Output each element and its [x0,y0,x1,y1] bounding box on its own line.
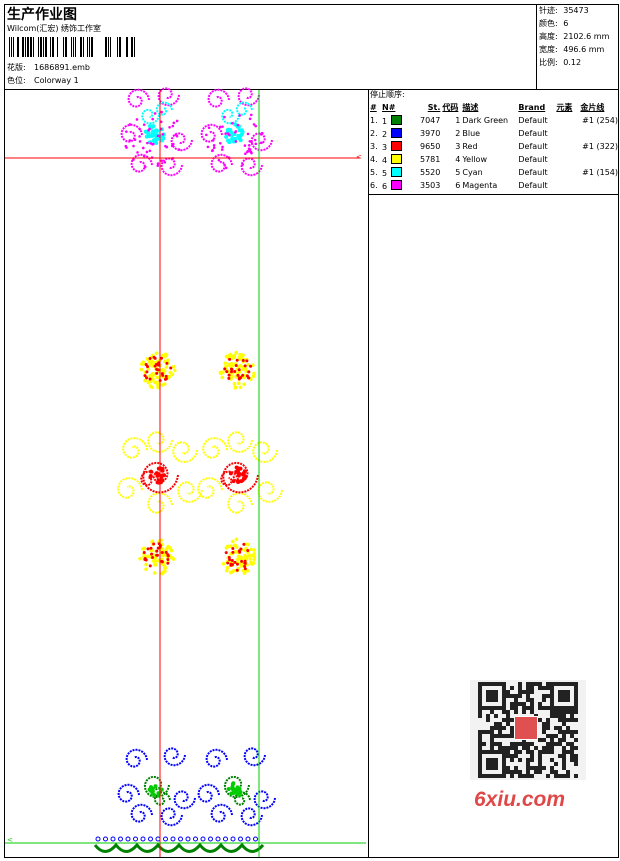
color-swatch [391,154,402,164]
col-header: 金片线 [579,101,619,114]
stop-sequence-table: # N# St. 代码 描述 Brand 元素 金片线 1. 1 7047 1 Dark… [369,101,619,192]
table-header-row: # N# St. 代码 描述 Brand 元素 金片线 [369,101,619,114]
row-code: 3 [441,140,461,153]
row-seq [579,153,619,166]
row-desc: Yellow [461,153,517,166]
row-stitches: 5781 [419,153,441,166]
col-header: 代码 [441,101,461,114]
stat-label: 宽度: [539,45,558,54]
row-num: 2. [369,127,381,140]
row-brand: Default [517,140,555,153]
row-elem [555,179,579,192]
row-brand: Default [517,127,555,140]
row-stitches: 7047 [419,114,441,127]
row-seq: #1 (154) [579,166,619,179]
stat-value: 6 [563,19,568,28]
row-code: 4 [441,153,461,166]
row-n: 4 [381,153,419,166]
color-swatch [391,128,402,138]
row-code: 5 [441,166,461,179]
col-header: # [369,101,381,114]
stat-label: 针迹: [539,6,558,15]
stat-label: 颜色: [539,19,558,28]
row-stitches: 5520 [419,166,441,179]
row-desc: Dark Green [461,114,517,127]
end-marker-icon: < [7,836,13,844]
row-brand: Default [517,166,555,179]
row-elem [555,153,579,166]
row-code: 6 [441,179,461,192]
row-n-label: 6 [382,182,387,191]
table-row: 2. 2 3970 2 Blue Default [369,127,619,140]
row-seq: #1 (254) [579,114,619,127]
stats-list: 针迹: 35473 颜色: 6 高度: 2102.6 mm 宽度: 496.6 … [539,6,609,71]
row-n: 5 [381,166,419,179]
col-header: N# [381,101,419,114]
table-row: 3. 3 9650 3 Red Default #1 (322) [369,140,619,153]
row-brand: Default [517,153,555,166]
row-code: 1 [441,114,461,127]
row-desc: Red [461,140,517,153]
color-swatch [391,180,402,190]
seal-stamp-icon [514,716,538,740]
row-n: 2 [381,127,419,140]
row-num: 6. [369,179,381,192]
row-stitches: 9650 [419,140,441,153]
row-num: 5. [369,166,381,179]
stat-row: 颜色: 6 [539,19,609,32]
qr-code-watermark [470,680,586,780]
stat-label: 高度: [539,32,558,41]
row-elem [555,114,579,127]
row-num: 1. [369,114,381,127]
row-n-label: 1 [382,117,387,126]
row-elem [555,127,579,140]
row-seq [579,127,619,140]
col-header: St. [419,101,441,114]
row-seq: #1 (322) [579,140,619,153]
row-n-label: 2 [382,130,387,139]
color-swatch [391,167,402,177]
color-swatch [391,115,402,125]
col-header: 描述 [461,101,517,114]
stat-row: 高度: 2102.6 mm [539,32,609,45]
stat-row: 比例: 0.12 [539,58,609,71]
stat-label: 比例: [539,58,558,67]
stat-value: 0.12 [563,58,581,67]
row-brand: Default [517,179,555,192]
row-desc: Cyan [461,166,517,179]
row-num: 4. [369,153,381,166]
table-row: 5. 5 5520 5 Cyan Default #1 (154) [369,166,619,179]
table-row: 1. 1 7047 1 Dark Green Default #1 (254) [369,114,619,127]
col-header: Brand [517,101,555,114]
stat-row: 宽度: 496.6 mm [539,45,609,58]
table-row: 6. 6 3503 6 Magenta Default [369,179,619,192]
embroidery-preview: < < [0,0,370,861]
row-desc: Magenta [461,179,517,192]
row-elem [555,140,579,153]
stat-row: 针迹: 35473 [539,6,609,19]
watermark-logo: 6xiu.com [474,788,565,812]
row-elem [555,166,579,179]
row-brand: Default [517,114,555,127]
stop-sequence-title: 停止顺序: [370,90,405,100]
stat-value: 35473 [563,6,588,15]
stat-value: 2102.6 mm [563,32,609,41]
row-n: 1 [381,114,419,127]
color-swatch [391,141,402,151]
row-n-label: 3 [382,143,387,152]
row-n: 6 [381,179,419,192]
stat-value: 496.6 mm [563,45,604,54]
start-marker-icon: < [356,153,362,161]
row-desc: Blue [461,127,517,140]
col-header: 元素 [555,101,579,114]
row-n: 3 [381,140,419,153]
row-stitches: 3970 [419,127,441,140]
row-num: 3. [369,140,381,153]
row-stitches: 3503 [419,179,441,192]
table-row: 4. 4 5781 4 Yellow Default [369,153,619,166]
row-code: 2 [441,127,461,140]
row-n-label: 5 [382,169,387,178]
row-n-label: 4 [382,156,387,165]
row-seq [579,179,619,192]
